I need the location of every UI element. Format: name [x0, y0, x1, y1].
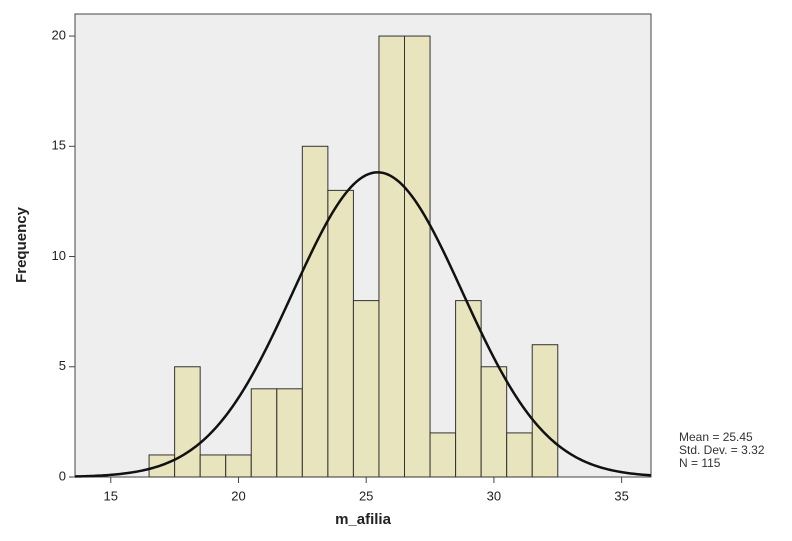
- bar: [353, 301, 379, 477]
- y-tick-label: 0: [59, 468, 66, 483]
- bar: [328, 190, 354, 477]
- bar: [430, 433, 456, 477]
- bar: [405, 36, 431, 477]
- stat-label: Mean = 25.45: [679, 430, 753, 444]
- bar: [379, 36, 405, 477]
- y-axis-title: Frequency: [13, 206, 30, 283]
- y-tick-label: 20: [52, 27, 66, 42]
- bar: [507, 433, 533, 477]
- y-tick-label: 5: [59, 358, 66, 373]
- x-tick-label: 25: [359, 488, 373, 503]
- bar: [532, 345, 558, 477]
- stat-label: N = 115: [679, 456, 721, 470]
- bar: [277, 389, 303, 477]
- bar: [251, 389, 277, 477]
- chart: m_afilia Frequency 0 5 10 15 20 15 20 25 30 35 Mea…: [0, 0, 792, 541]
- bar: [481, 367, 507, 477]
- x-tick-label: 35: [614, 488, 628, 503]
- stat-label: Std. Dev. = 3.32: [679, 443, 765, 457]
- x-tick-label: 30: [487, 488, 501, 503]
- bar: [302, 146, 328, 477]
- x-axis-title: m_afilia: [335, 511, 392, 528]
- y-tick-label: 10: [52, 248, 66, 263]
- x-tick-label: 15: [104, 488, 118, 503]
- y-tick-label: 15: [52, 138, 66, 153]
- x-tick-label: 20: [231, 488, 245, 503]
- bar: [200, 455, 226, 477]
- bar: [175, 367, 201, 477]
- bar: [226, 455, 252, 477]
